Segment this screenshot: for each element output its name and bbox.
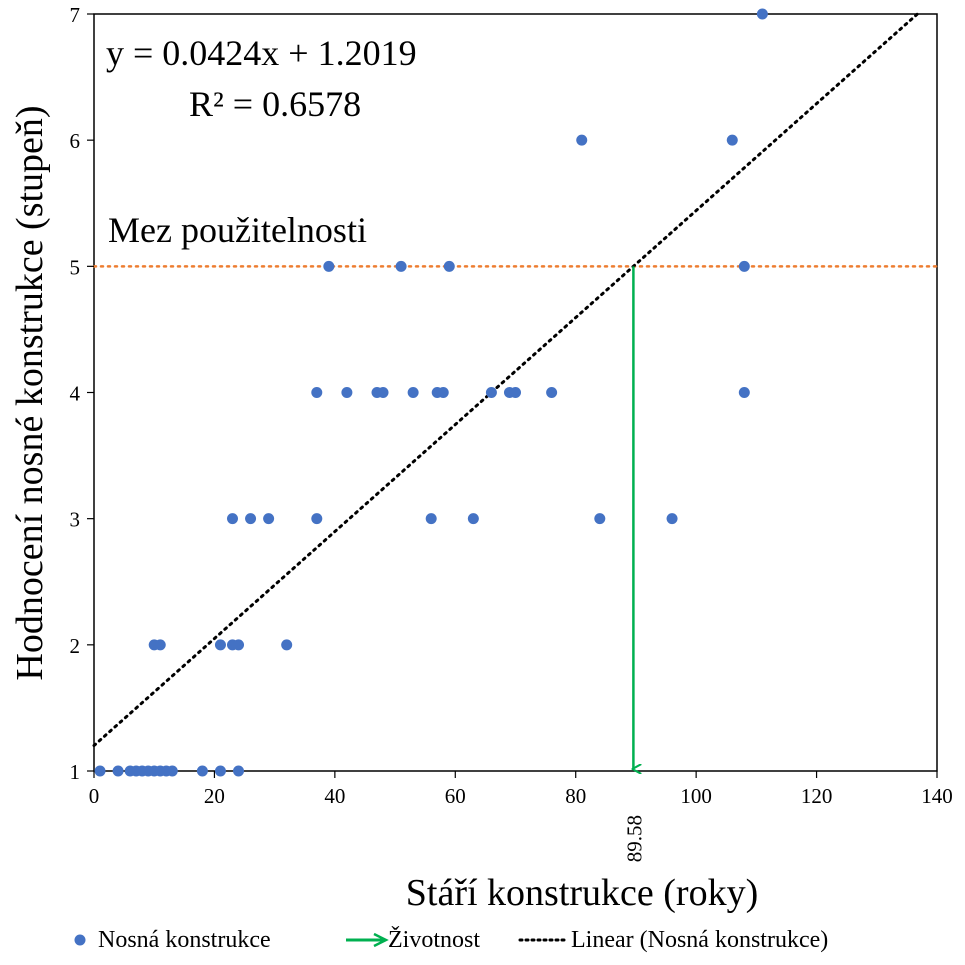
data-point bbox=[443, 260, 455, 272]
legend-label: Životnost bbox=[388, 927, 480, 953]
r-squared: R² = 0.6578 bbox=[189, 84, 361, 124]
data-point bbox=[738, 260, 750, 272]
legend: Nosná konstrukce Životnost Linear (Nosná k… bbox=[74, 927, 828, 953]
data-point bbox=[233, 765, 245, 777]
y-tick-label: 3 bbox=[70, 508, 81, 532]
legend-label: Linear (Nosná konstrukce) bbox=[571, 927, 828, 953]
legend-arrowhead bbox=[373, 932, 389, 948]
data-point bbox=[166, 765, 178, 777]
data-point bbox=[214, 639, 226, 651]
data-point bbox=[756, 8, 768, 20]
data-point bbox=[214, 765, 226, 777]
data-point bbox=[94, 765, 106, 777]
y-tick-label: 5 bbox=[70, 255, 81, 279]
data-point bbox=[263, 513, 275, 525]
data-point bbox=[323, 260, 335, 272]
data-point bbox=[281, 639, 293, 651]
y-tick-label: 6 bbox=[70, 129, 81, 153]
data-point bbox=[245, 513, 257, 525]
data-point bbox=[112, 765, 124, 777]
x-axis-ticks: 0 20 40 60 80 100 120 140 bbox=[89, 771, 953, 808]
y-tick-label: 4 bbox=[70, 382, 81, 406]
lifetime-value-label: 89.58 bbox=[622, 815, 646, 862]
threshold-label: Mez použitelnosti bbox=[108, 210, 367, 250]
x-tick-label: 100 bbox=[680, 784, 712, 808]
x-tick-label: 120 bbox=[801, 784, 833, 808]
x-axis-title: Stáří konstrukce (roky) bbox=[406, 872, 758, 914]
trendline bbox=[92, 11, 921, 748]
data-point bbox=[407, 387, 419, 398]
y-axis-ticks: 1 2 3 4 5 6 7 bbox=[70, 3, 94, 784]
data-point bbox=[594, 513, 606, 525]
y-tick-label: 7 bbox=[70, 3, 81, 27]
data-point bbox=[576, 134, 588, 146]
data-point bbox=[467, 513, 479, 525]
data-point bbox=[196, 765, 208, 777]
trend-equation: y = 0.0424x + 1.2019 bbox=[106, 33, 417, 73]
y-tick-label: 1 bbox=[70, 760, 81, 784]
x-tick-label: 40 bbox=[324, 784, 345, 808]
y-axis-title: Hodnocení nosné konstrukce (stupeň) bbox=[9, 105, 51, 680]
x-tick-label: 0 bbox=[89, 784, 100, 808]
data-point bbox=[726, 134, 738, 146]
x-tick-label: 80 bbox=[565, 784, 586, 808]
data-point bbox=[738, 387, 750, 398]
x-tick-label: 60 bbox=[445, 784, 466, 808]
legend-marker-circle bbox=[74, 934, 86, 946]
y-tick-label: 2 bbox=[70, 634, 81, 658]
data-point bbox=[154, 639, 166, 651]
data-points bbox=[94, 8, 768, 777]
data-point bbox=[226, 513, 238, 525]
data-point bbox=[341, 387, 353, 398]
data-point bbox=[546, 387, 558, 398]
trendline-path bbox=[92, 11, 921, 748]
data-point bbox=[311, 513, 323, 525]
data-point bbox=[377, 387, 389, 398]
data-point bbox=[311, 387, 323, 398]
data-point bbox=[666, 513, 678, 525]
data-point bbox=[437, 387, 449, 398]
x-tick-label: 20 bbox=[204, 784, 225, 808]
x-tick-label: 140 bbox=[921, 784, 953, 808]
data-point bbox=[510, 387, 521, 398]
data-point bbox=[233, 639, 245, 651]
data-point bbox=[485, 387, 497, 398]
legend-label: Nosná konstrukce bbox=[98, 927, 271, 953]
data-point bbox=[395, 260, 407, 272]
data-point bbox=[425, 513, 437, 525]
